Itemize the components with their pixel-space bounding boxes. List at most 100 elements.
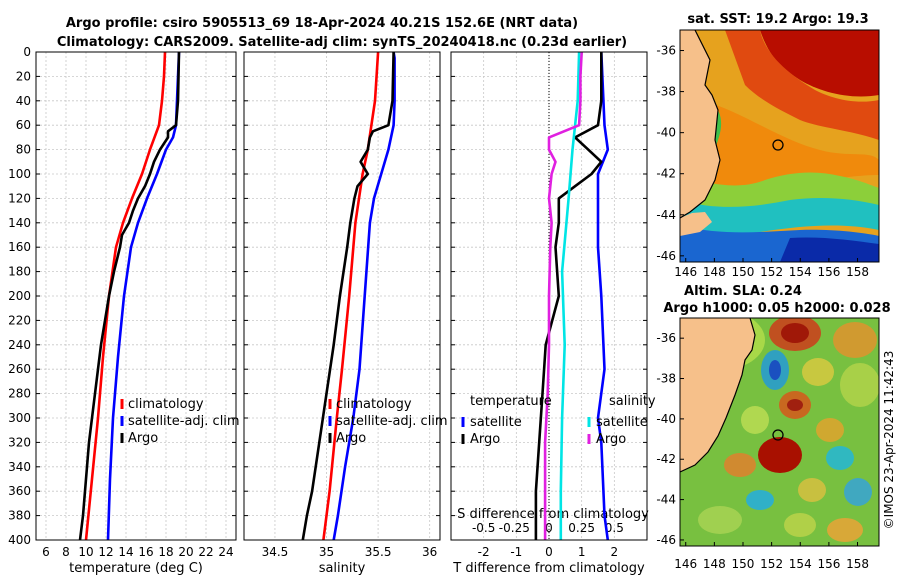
legend-entry: Argo [128,431,158,446]
map-y-tick-label: -40 [656,412,676,426]
y-tick-label: 260 [8,362,31,376]
y-tick-label: 220 [8,313,31,327]
series-group [534,52,610,540]
map-y-tick-label: -38 [656,372,676,386]
profile-panel-temperature: 6 8 10 12 14 16 18 20 22 240204060801001201401601… [8,45,240,576]
y-tick-label: 160 [8,240,31,254]
map-x-tick-label: 150 [732,557,755,571]
legend-entry: Argo [470,432,500,447]
legend-entry: satellite [470,415,522,430]
y-tick-label: 80 [16,143,31,157]
map-x-tick-label: 148 [703,557,726,571]
profile-panels: 6 8 10 12 14 16 18 20 22 240204060801001201401601… [8,45,656,576]
credit-text: ©IMOS 23-Apr-2024 11:42:43 [882,351,896,530]
series-group [301,52,396,540]
y-tick-label: 360 [8,484,31,498]
y-tick-label: 60 [16,118,31,132]
map-x-tick-label: 154 [789,557,812,571]
sla-argo-location-marker [772,429,784,441]
series-line-argo [78,52,181,540]
y-tick-label: 20 [16,69,31,83]
sst-map-frame [679,29,880,263]
legend-entry: climatology [128,397,204,412]
y-tick-label: 280 [8,387,31,401]
sst-argo-location-marker [772,139,784,151]
x2-axis-label: S difference from climatology [457,507,649,522]
sla-map-frame [679,317,880,547]
x-tick-label: 35.5 [365,545,392,559]
legend-entry: satellite-adj. clim [336,414,448,429]
x2-tick-label: 0.5 [605,521,624,535]
x2-tick-label: -0.25 [499,521,530,535]
y-tick-label: 380 [8,509,31,523]
map-x-tick-label: 158 [846,265,869,279]
plot-frame [243,51,441,541]
legend-entry: satellite [596,415,648,430]
x-tick-label: 18 [158,545,173,559]
map-y-tick-label: -44 [656,493,676,507]
x2-tick-label: 0 [545,521,553,535]
x-tick-label: 24 [218,545,233,559]
x-tick-label: 1 [578,545,586,559]
profile-panel-salinity: 34.5 35 35.5 36 salinity climatology satellite… [243,51,448,576]
x-tick-label: -1 [510,545,522,559]
legend-entry: climatology [336,397,412,412]
y-tick-label: 300 [8,411,31,425]
figure-title-line1: Argo profile: csiro 5905513_69 18-Apr-20… [66,16,578,31]
plot-frame [450,51,648,541]
map-x-tick-label: 148 [703,265,726,279]
map-x-tick-label: 156 [817,557,840,571]
figure-title-line2: Climatology: CARS2009. Satellite-adj cli… [57,35,627,50]
x2-tick-label: 0.25 [568,521,595,535]
x-tick-label: 34.5 [262,545,289,559]
legend-heading-temperature: temperature [470,394,552,409]
map-y-tick-label: -42 [656,452,676,466]
map-x-tick-label: 158 [846,557,869,571]
x-tick-label: 20 [178,545,193,559]
x-tick-label: 6 [42,545,50,559]
map-x-tick-label: 150 [732,265,755,279]
map-y-tick-label: -38 [656,85,676,99]
x-tick-label: 16 [138,545,153,559]
sst-map-title: sat. SST: 19.2 Argo: 19.3 [687,12,868,27]
map-y-tick-label: -46 [656,533,676,547]
x-axis-label: salinity [319,561,366,576]
series-line-climatology [322,52,380,540]
y-tick-label: 180 [8,265,31,279]
map-x-tick-label: 146 [674,265,697,279]
series-line-climatology [84,52,167,540]
map-y-tick-label: -42 [656,167,676,181]
series-line-argo [301,52,395,540]
map-y-tick-label: -36 [656,331,676,345]
legend-entry: Argo [336,431,366,446]
x2-tick-label: -0.5 [472,521,495,535]
x-tick-label: 0 [545,545,553,559]
y-tick-label: 340 [8,460,31,474]
map-y-tick-label: -46 [656,249,676,263]
map-x-tick-label: 146 [674,557,697,571]
x-tick-label: 2 [611,545,619,559]
x-axis-label: T difference from climatology [452,561,645,576]
series-line-temperature-argo [534,52,603,540]
y-tick-label: 140 [8,216,31,230]
series-line-temperature-satellite [596,52,610,540]
sla-map-title-line1: Altim. SLA: 0.24 [684,284,802,299]
map-x-tick-label: 152 [760,265,783,279]
y-tick-label: 40 [16,94,31,108]
series-line-satellite-adj-clim [332,52,396,540]
x-tick-label: 12 [98,545,113,559]
legend-entry: satellite-adj. clim [128,414,240,429]
series-line-salinity-satellite [559,52,581,540]
x-tick-label: 8 [62,545,70,559]
y-tick-label: 100 [8,167,31,181]
series-line-salinity-argo [543,52,583,540]
x-axis-label: temperature (deg C) [69,561,203,576]
y-tick-label: 400 [8,533,31,547]
series-group [78,52,181,540]
x-tick-label: 35 [319,545,334,559]
sst-map [680,30,879,262]
map-y-tick-label: -44 [656,208,676,222]
legend-entry: Argo [596,432,626,447]
map-y-tick-label: -40 [656,126,676,140]
